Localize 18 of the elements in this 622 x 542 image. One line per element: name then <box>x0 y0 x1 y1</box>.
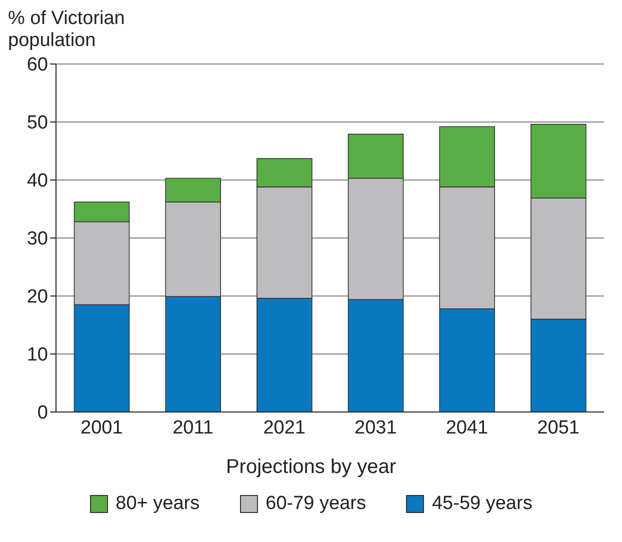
x-tick-label: 2051 <box>537 417 580 438</box>
legend-label: 60-79 years <box>266 493 366 515</box>
x-tick-label: 2031 <box>354 417 397 438</box>
legend-label: 80+ years <box>116 493 200 515</box>
x-tick-label: 2021 <box>263 417 306 438</box>
y-tick-label: 20 <box>26 286 48 308</box>
y-axis-title: % of Victorian population <box>8 8 126 52</box>
x-axis-title: Projections by year <box>224 456 398 479</box>
y-tick-label: 60 <box>26 54 48 76</box>
legend-label: 45-59 years <box>432 493 532 515</box>
x-tick-label: 2041 <box>446 417 488 438</box>
y-tick-label: 10 <box>26 344 48 366</box>
y-tick-label: 50 <box>26 112 48 134</box>
y-tick-label: 0 <box>37 402 48 424</box>
y-tick-label: 40 <box>26 170 48 192</box>
x-tick-label: 2001 <box>80 417 123 438</box>
x-tick-label: 2011 <box>172 417 214 438</box>
y-tick-label: 30 <box>26 228 48 250</box>
